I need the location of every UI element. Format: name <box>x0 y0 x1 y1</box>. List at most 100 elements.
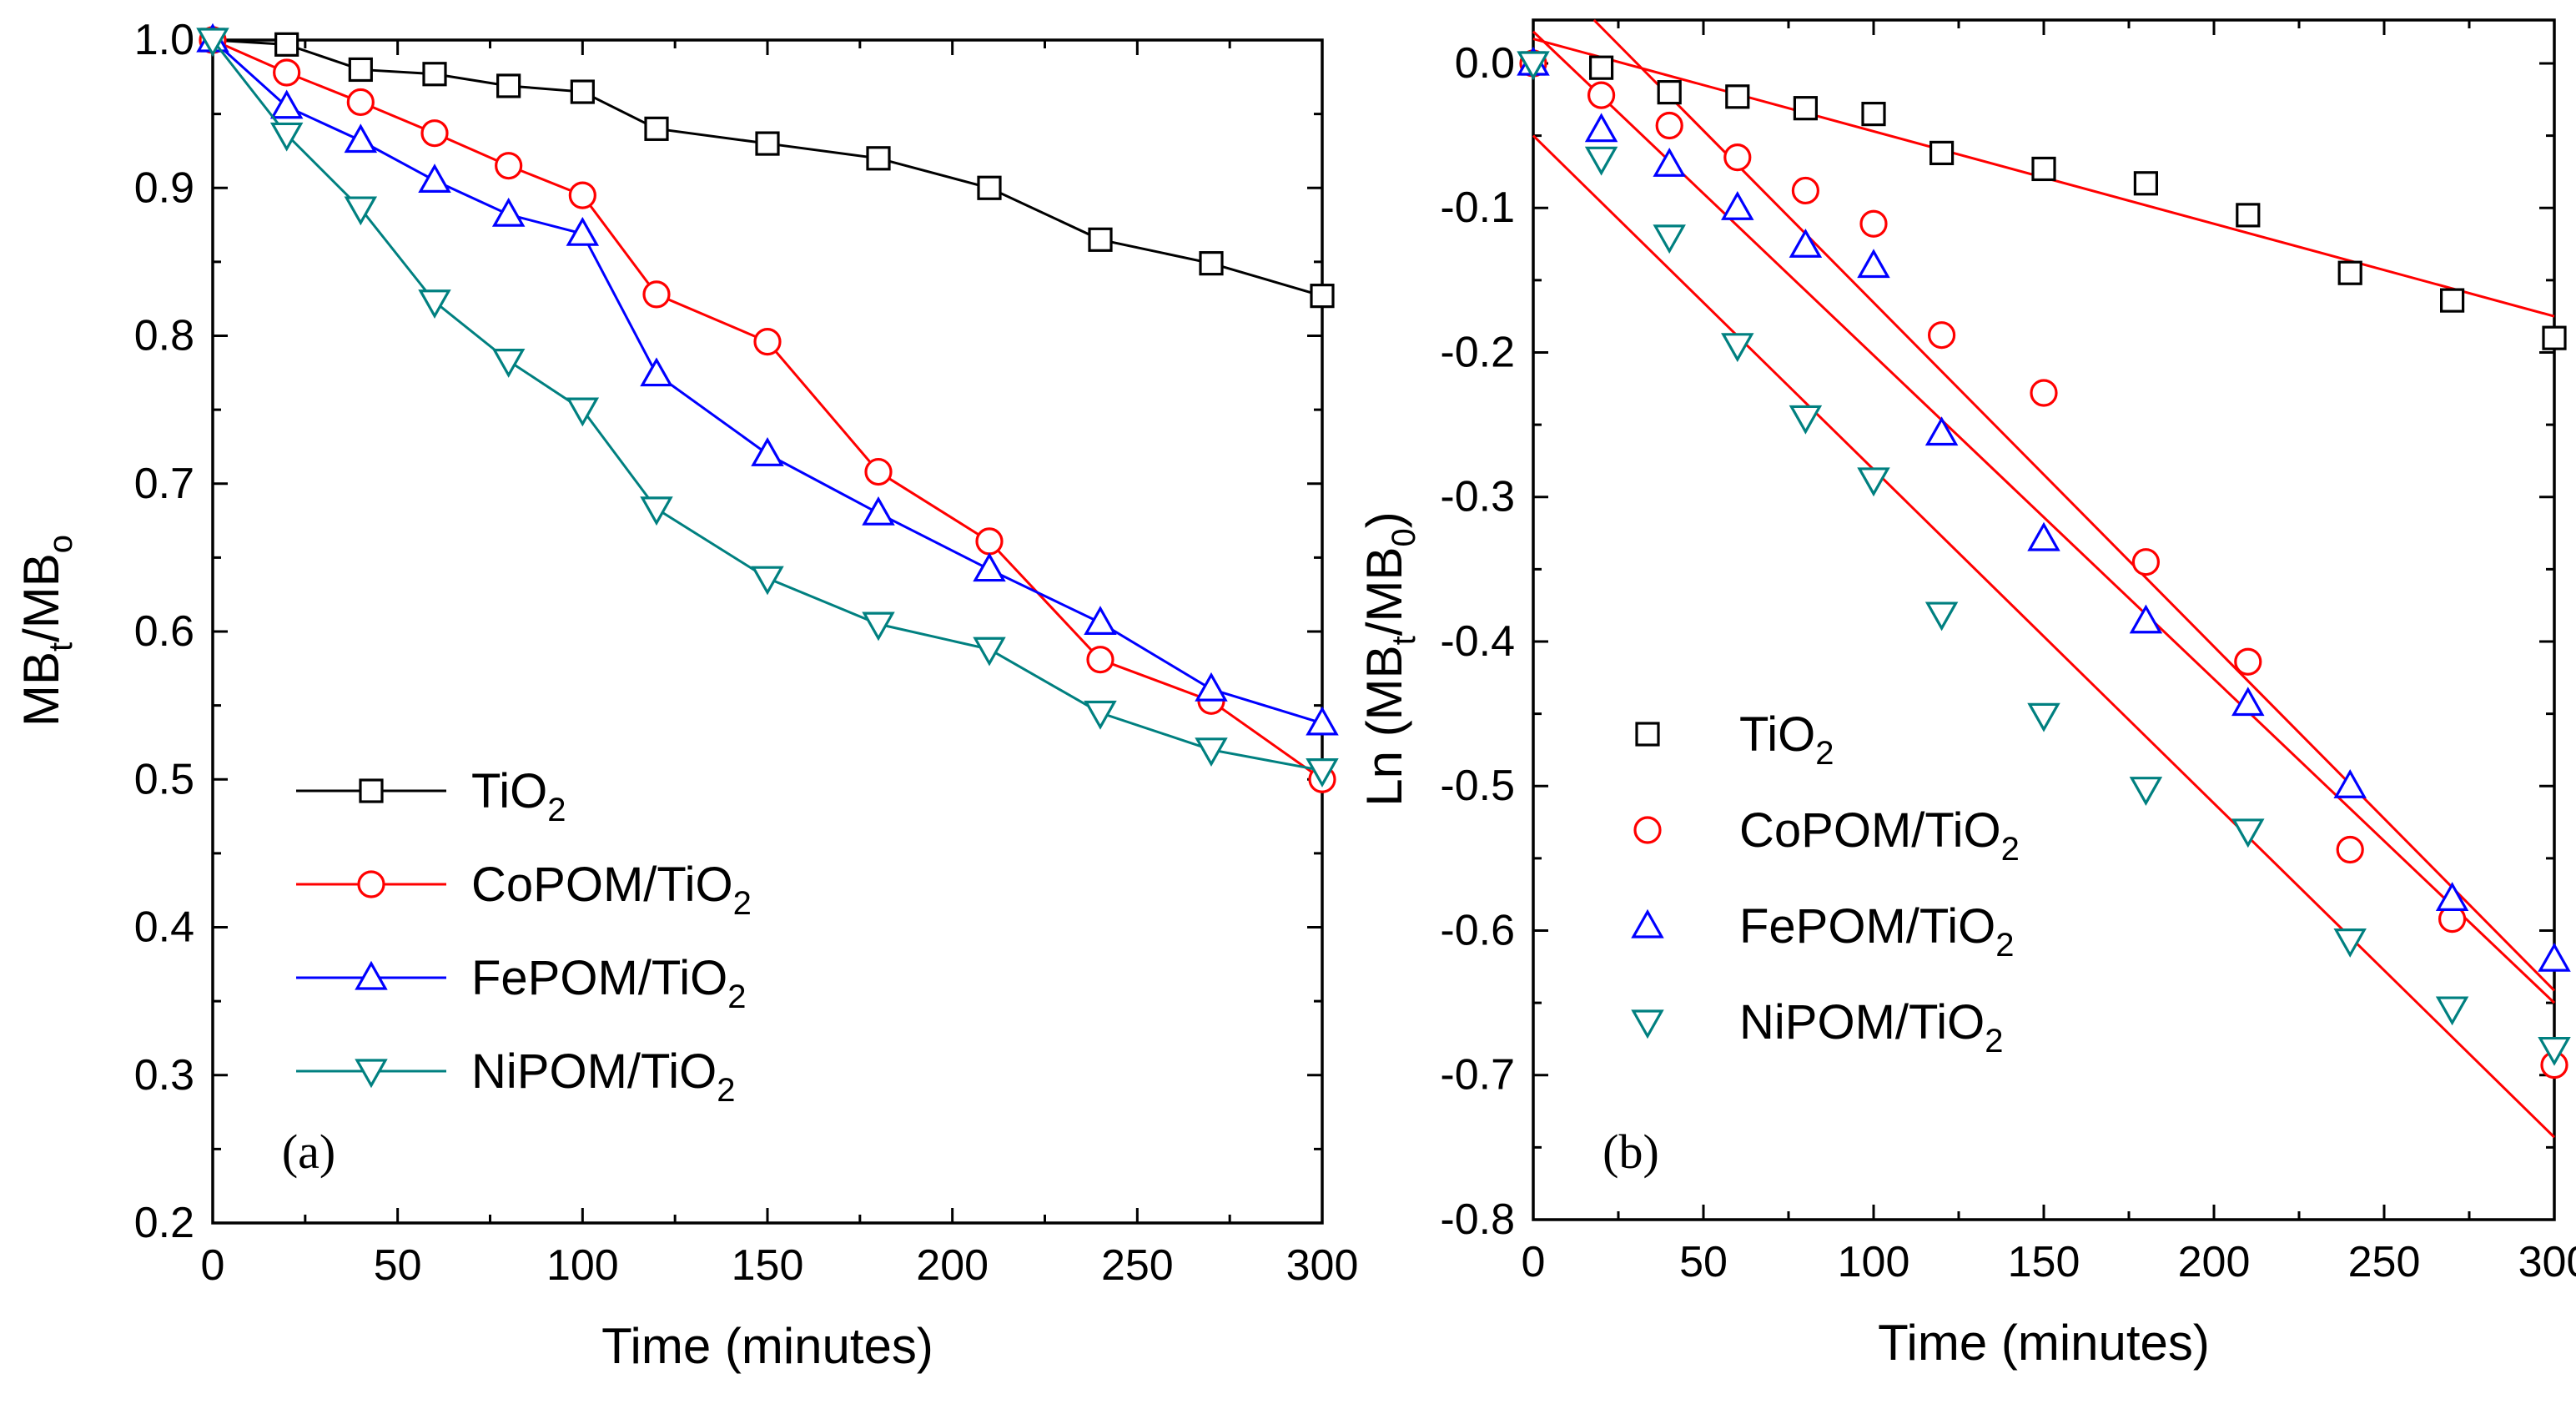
data-point <box>866 146 891 171</box>
legend-marker <box>355 960 388 990</box>
data-point <box>1859 209 1888 238</box>
data-point <box>420 119 449 148</box>
data-point <box>495 152 523 180</box>
y-tick-label: -0.2 <box>1440 328 1515 376</box>
data-point <box>644 116 669 141</box>
x-tick-label: 100 <box>1838 1238 1910 1286</box>
data-point <box>1195 672 1228 702</box>
data-point <box>1924 601 1959 632</box>
data-point <box>751 437 784 466</box>
y-axis-label-part: ) <box>1356 511 1412 528</box>
panel-label: (b) <box>1602 1125 1659 1179</box>
data-point <box>274 32 299 57</box>
legend-label-text: NiPOM/TiO <box>471 1044 717 1099</box>
data-point <box>1721 333 1754 363</box>
data-point <box>196 28 229 58</box>
data-point <box>2538 942 2571 972</box>
legend-marker <box>1635 722 1660 747</box>
y-tick-label: 0.5 <box>134 755 194 803</box>
data-point <box>2027 521 2060 551</box>
y-axis-label-subscript: t <box>43 642 79 652</box>
legend-label-subscript: 2 <box>547 792 566 828</box>
x-tick-label: 300 <box>2518 1238 2576 1286</box>
data-point <box>344 123 378 153</box>
data-point <box>570 79 595 104</box>
data-point <box>2435 882 2469 911</box>
legend-marker <box>355 1059 388 1089</box>
x-tick-label: 100 <box>546 1241 619 1290</box>
data-point <box>1924 416 1959 446</box>
data-point <box>568 181 596 209</box>
legend-label: FePOM/TiO2 <box>1739 899 2014 964</box>
data-point <box>2440 288 2465 313</box>
y-tick-label: 0.0 <box>1455 39 1515 88</box>
data-point <box>977 175 1002 200</box>
x-tick-label: 50 <box>1679 1238 1728 1286</box>
data-point <box>2027 702 2060 732</box>
data-point <box>2333 768 2367 798</box>
legend-label: CoPOM/TiO2 <box>1739 803 2020 868</box>
data-point <box>269 122 304 152</box>
legend-label: TiO2 <box>471 764 566 828</box>
data-point <box>2231 687 2265 717</box>
data-point <box>862 496 895 526</box>
data-point <box>640 496 673 526</box>
data-point <box>1653 148 1686 177</box>
series-nipom-tioo2 <box>1517 51 2571 1066</box>
data-point <box>418 289 451 319</box>
legend-label: FePOM/TiO2 <box>471 951 746 1015</box>
data-point <box>2435 996 2469 1026</box>
legend-marker <box>357 870 385 898</box>
data-point <box>269 89 304 119</box>
data-point <box>753 327 782 356</box>
y-tick-label: 0.6 <box>134 607 194 656</box>
legend-label-subscript: 2 <box>1995 927 2014 964</box>
series-fepom-tioo2 <box>196 23 1339 736</box>
y-axis-label: MBt/MBo <box>13 535 79 727</box>
x-tick-label: 150 <box>2008 1238 2080 1286</box>
legend-label: NiPOM/TiO2 <box>1739 995 2004 1059</box>
data-point <box>973 637 1006 667</box>
data-point <box>422 62 447 87</box>
legend-marker <box>1633 816 1662 844</box>
data-point <box>1857 249 1890 279</box>
legend-marker <box>1631 908 1664 939</box>
y-tick-label: -0.5 <box>1440 762 1515 810</box>
data-point <box>640 357 673 387</box>
data-point <box>1195 737 1228 767</box>
legend-label-subscript: 2 <box>727 979 746 1015</box>
data-point <box>2538 1036 2571 1066</box>
legend-label-subscript: 2 <box>1815 735 1834 772</box>
legend-marker <box>359 778 384 803</box>
legend-label-text: NiPOM/TiO <box>1739 995 1985 1049</box>
data-point <box>418 164 451 193</box>
y-tick-label: -0.1 <box>1440 184 1515 232</box>
y-axis-label-subscript: 0 <box>1386 528 1422 546</box>
data-point <box>1084 700 1117 730</box>
data-point <box>1653 224 1686 254</box>
x-tick-label: 250 <box>2348 1238 2421 1286</box>
data-point <box>1857 467 1890 497</box>
data-point <box>2231 818 2265 848</box>
data-point <box>2030 379 2058 407</box>
data-point <box>2133 171 2158 196</box>
data-point <box>864 457 893 486</box>
data-point <box>1789 229 1823 258</box>
series-fepom-tioo2 <box>1517 46 2571 972</box>
data-point <box>1725 84 1750 109</box>
data-point <box>642 280 671 309</box>
x-tick-label: 150 <box>732 1241 804 1290</box>
legend-label-subscript: 2 <box>1985 1023 2003 1059</box>
data-point <box>1721 190 1754 220</box>
y-tick-label: -0.7 <box>1440 1051 1515 1100</box>
data-point <box>566 397 600 427</box>
series-line <box>212 38 1323 298</box>
data-point <box>1517 51 1550 81</box>
y-tick-label: 0.7 <box>134 460 194 508</box>
data-point <box>1584 113 1618 143</box>
data-point <box>344 196 378 226</box>
legend-label-text: TiO <box>471 764 547 818</box>
data-point <box>973 552 1006 582</box>
